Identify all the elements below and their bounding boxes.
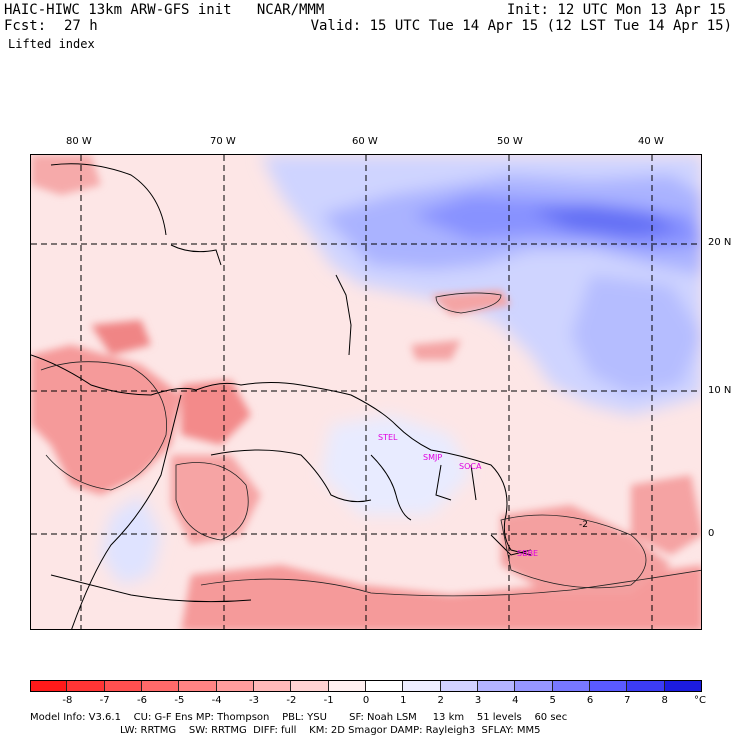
colorbar-tick-label: -6 <box>137 695 147 706</box>
colorbar-tick-label: 5 <box>549 695 556 706</box>
model-info-line1: Model Info: V3.6.1 CU: G-F Ens MP: Thomp… <box>30 712 568 723</box>
colorbar-unit: °C <box>694 695 706 706</box>
colorbar-tick-label: 4 <box>512 695 519 706</box>
lat-label-10n: 10 N <box>708 385 732 396</box>
lon-label-80w: 80 W <box>66 136 92 147</box>
station-sbbe: SBBE <box>517 549 538 558</box>
colorbar-tick-label: 0 <box>362 695 370 706</box>
colorbar-tick-label: 1 <box>400 695 407 706</box>
colorbar-cell <box>627 680 665 692</box>
lifted-index-map: STEL SMJP SOCA SBBE -2 <box>30 154 702 630</box>
colorbar-frame <box>30 680 702 692</box>
colorbar-tick-label: -7 <box>99 695 110 706</box>
contour-lines <box>40 292 701 597</box>
colorbar-cell <box>366 680 404 692</box>
colorbar-cell <box>515 680 553 692</box>
colorbar-cell <box>30 680 68 692</box>
contour-value-label: -2 <box>579 520 588 530</box>
colorbar-tick-label: 2 <box>437 695 444 706</box>
colorbar-cell <box>179 680 217 692</box>
colorbar-tick-label: 7 <box>624 695 631 706</box>
field-name: Lifted index <box>8 37 95 51</box>
colorbar-tick-label: 8 <box>661 695 668 706</box>
lat-lon-grid <box>31 155 701 629</box>
colorbar-cell <box>590 680 628 692</box>
colorbar-cell <box>552 680 590 692</box>
colorbar-tick-label: -8 <box>62 695 73 706</box>
colorbar <box>30 680 702 694</box>
colorbar-tick-label: 6 <box>586 695 594 706</box>
lon-label-40w: 40 W <box>638 136 664 147</box>
colorbar-tick-label: -1 <box>323 695 334 706</box>
lon-label-60w: 60 W <box>352 136 378 147</box>
colorbar-cell <box>104 680 142 692</box>
forecast-hour: 27 h <box>64 18 98 34</box>
station-stel: STEL <box>378 433 398 442</box>
forecast-label: Fcst: <box>4 18 47 34</box>
unstable-region <box>31 155 701 629</box>
map-canvas: STEL SMJP SOCA SBBE -2 <box>31 155 701 629</box>
station-markers: STEL SMJP SOCA SBBE <box>378 433 538 558</box>
colorbar-cell <box>478 680 516 692</box>
coastlines <box>31 163 532 629</box>
colorbar-tick-label: -2 <box>286 695 297 706</box>
colorbar-cell <box>142 680 180 692</box>
colorbar-tick-label: -4 <box>211 695 222 706</box>
colorbar-cell <box>67 680 105 692</box>
colorbar-cell <box>216 680 254 692</box>
init-time: Init: 12 UTC Mon 13 Apr 15 <box>506 2 726 18</box>
stable-region <box>101 155 701 585</box>
colorbar-tick-label: 3 <box>474 695 482 706</box>
model-title: HAIC-HIWC 13km ARW-GFS init NCAR/MMM <box>4 2 325 18</box>
colorbar-cell <box>291 680 329 692</box>
lon-label-50w: 50 W <box>497 136 523 147</box>
lon-label-70w: 70 W <box>210 136 236 147</box>
colorbar-tick-label: -3 <box>249 695 259 706</box>
valid-time: Valid: 15 UTC Tue 14 Apr 15 (12 LST Tue … <box>310 18 732 34</box>
lat-label-0: 0 <box>708 528 715 539</box>
model-info-line2: LW: RRTMG SW: RRTMG DIFF: full KM: 2D Sm… <box>120 725 541 736</box>
colorbar-cell <box>403 680 441 692</box>
station-smjp: SMJP <box>423 453 442 462</box>
lat-label-20n: 20 N <box>708 237 732 248</box>
colorbar-tick-label: -5 <box>174 695 185 706</box>
station-soca: SOCA <box>459 462 482 471</box>
colorbar-cell <box>254 680 292 692</box>
colorbar-cell <box>440 680 478 692</box>
colorbar-cell <box>328 680 366 692</box>
